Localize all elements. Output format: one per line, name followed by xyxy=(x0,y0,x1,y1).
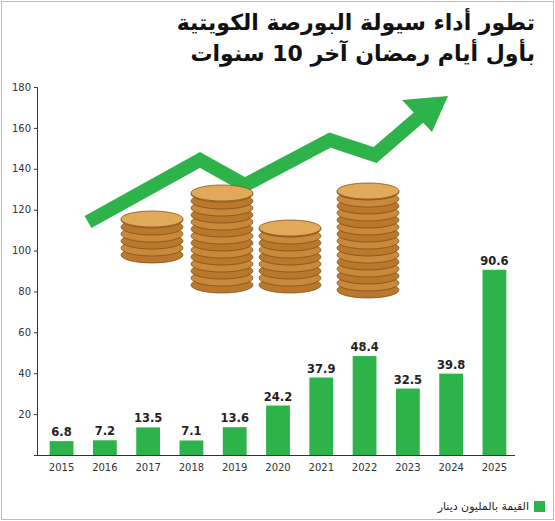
data-label: 32.5 xyxy=(394,373,422,387)
bar xyxy=(309,378,333,455)
y-tick: 80 xyxy=(18,286,37,297)
y-tick-label: 160 xyxy=(12,123,31,134)
legend: القيمة بالمليون دينار xyxy=(438,500,545,513)
y-tick: 160 xyxy=(12,123,37,134)
y-tick: 120 xyxy=(12,204,37,215)
arrow-head xyxy=(402,96,448,132)
x-tick: 2025 xyxy=(482,462,507,473)
bar xyxy=(439,374,463,455)
data-labels: 6.8 7.2 13.5 7.1 13.6 24.2 37.9 48.4 32.5 39.8 90.… xyxy=(51,254,508,439)
x-tick: 2015 xyxy=(49,462,74,473)
y-tick-mark xyxy=(34,373,37,374)
y-tick-mark xyxy=(34,251,37,252)
arrow-body xyxy=(88,112,425,222)
y-axis: 20 40 60 80 100 120 140 160 180 xyxy=(12,82,38,456)
y-tick-mark xyxy=(34,87,37,88)
bar xyxy=(266,406,290,455)
y-tick-label: 80 xyxy=(18,286,31,297)
y-tick: 20 xyxy=(18,409,37,420)
data-label: 7.1 xyxy=(181,424,201,438)
y-tick-mark xyxy=(34,332,37,333)
y-tick: 100 xyxy=(12,245,37,256)
legend-swatch xyxy=(534,501,545,512)
x-tick: 2024 xyxy=(438,462,463,473)
data-label: 13.6 xyxy=(221,411,249,425)
x-tick: 2017 xyxy=(135,462,160,473)
coin xyxy=(121,212,183,228)
coin xyxy=(259,221,321,237)
y-tick-mark xyxy=(34,414,37,415)
x-tick-label: 2020 xyxy=(265,462,290,473)
data-label: 37.9 xyxy=(307,362,335,376)
bars xyxy=(50,270,507,455)
y-tick-label: 140 xyxy=(12,163,31,174)
y-tick: 140 xyxy=(12,163,37,174)
y-tick-label: 40 xyxy=(18,368,31,379)
data-label: 13.5 xyxy=(134,411,162,425)
bar xyxy=(223,427,247,455)
coin-top xyxy=(121,211,183,227)
title: تطور أداء سيولة البورصة الكويتية بأول أي… xyxy=(145,8,535,70)
x-tick: 2021 xyxy=(309,462,334,473)
y-tick-label: 20 xyxy=(18,409,31,420)
x-tick-label: 2023 xyxy=(395,462,420,473)
y-tick-mark xyxy=(34,291,37,292)
y-tick-mark xyxy=(34,128,37,129)
legend-label: القيمة بالمليون دينار xyxy=(438,500,529,513)
x-tick-label: 2019 xyxy=(222,462,247,473)
coin-top xyxy=(191,185,253,201)
chart-root: 6.8 7.2 13.5 7.1 13.6 24.2 37.9 48.4 32.5 39.8 90.… xyxy=(0,0,555,521)
x-tick-label: 2016 xyxy=(92,462,117,473)
coin-stack xyxy=(259,220,321,293)
coin-stack xyxy=(337,183,399,298)
coin xyxy=(337,184,399,200)
x-tick: 2018 xyxy=(179,462,204,473)
y-tick: 180 xyxy=(12,82,37,93)
x-tick-label: 2017 xyxy=(135,462,160,473)
decoration xyxy=(88,96,448,298)
x-tick-label: 2015 xyxy=(49,462,74,473)
x-tick: 2022 xyxy=(352,462,377,473)
coin-stack xyxy=(191,185,253,293)
bar xyxy=(353,356,377,455)
x-tick: 2023 xyxy=(395,462,420,473)
data-label: 24.2 xyxy=(264,390,292,404)
bar xyxy=(180,440,204,455)
x-tick-label: 2021 xyxy=(309,462,334,473)
bar xyxy=(136,427,160,455)
y-tick-label: 60 xyxy=(18,327,31,338)
chart-svg: 6.8 7.2 13.5 7.1 13.6 24.2 37.9 48.4 32.5 39.8 90.… xyxy=(0,0,555,521)
data-label: 48.4 xyxy=(350,340,378,354)
coin-stack xyxy=(121,211,183,263)
data-label: 7.2 xyxy=(95,424,115,438)
x-axis: 2015 2016 2017 2018 2019 2020 2021 2022 2023 2024… xyxy=(37,456,515,474)
x-tick-label: 2025 xyxy=(482,462,507,473)
y-tick-label: 100 xyxy=(12,245,31,256)
y-tick-mark xyxy=(34,210,37,211)
y-tick: 40 xyxy=(18,368,37,379)
coin xyxy=(191,186,253,202)
bar xyxy=(93,440,117,455)
data-label: 39.8 xyxy=(437,358,465,372)
y-tick-label: 120 xyxy=(12,204,31,215)
bar xyxy=(396,389,420,455)
x-tick: 2020 xyxy=(265,462,290,473)
x-tick-label: 2024 xyxy=(438,462,463,473)
data-label: 6.8 xyxy=(51,425,71,439)
frame xyxy=(2,2,554,520)
bar xyxy=(483,270,507,455)
y-tick: 60 xyxy=(18,327,37,338)
y-tick-label: 180 xyxy=(12,82,31,93)
x-tick: 2016 xyxy=(92,462,117,473)
coin-top xyxy=(259,220,321,236)
coin-top xyxy=(337,183,399,199)
x-tick: 2019 xyxy=(222,462,247,473)
y-axis-line xyxy=(34,88,38,456)
x-tick-label: 2018 xyxy=(179,462,204,473)
x-tick-label: 2022 xyxy=(352,462,377,473)
data-label: 90.6 xyxy=(480,254,508,268)
x-axis-line xyxy=(37,455,515,456)
bar xyxy=(50,441,74,455)
y-tick-mark xyxy=(34,169,37,170)
